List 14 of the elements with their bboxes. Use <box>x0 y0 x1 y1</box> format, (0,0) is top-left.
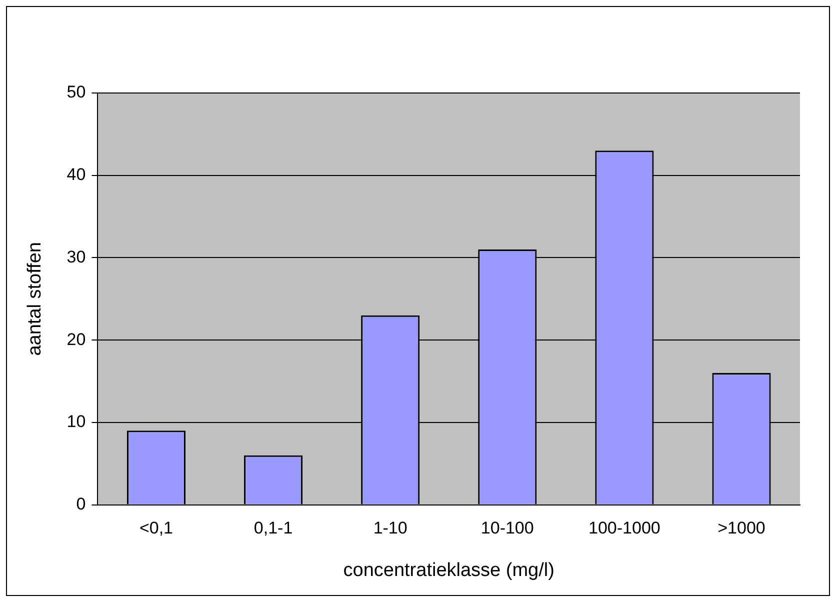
x-tick-label: 0,1-1 <box>254 518 293 538</box>
y-tick-label: 50 <box>66 82 86 102</box>
y-tick-label: 0 <box>76 494 86 514</box>
y-axis-title: aantal stoffen <box>24 242 46 356</box>
x-tick-label: >1000 <box>718 518 766 538</box>
x-tick-label: 10-100 <box>480 518 534 538</box>
x-tick-label: 1-10 <box>373 518 408 538</box>
y-tick-label: 20 <box>66 330 86 349</box>
y-tick-label: 30 <box>66 247 86 266</box>
y-tick-label: 10 <box>66 412 86 432</box>
x-axis-title: concentratieklasse (mg/l) <box>343 560 554 581</box>
x-tick-label: 100-1000 <box>588 518 660 538</box>
y-tick-label: 40 <box>66 165 86 184</box>
x-tick-label: <0,1 <box>139 518 174 538</box>
